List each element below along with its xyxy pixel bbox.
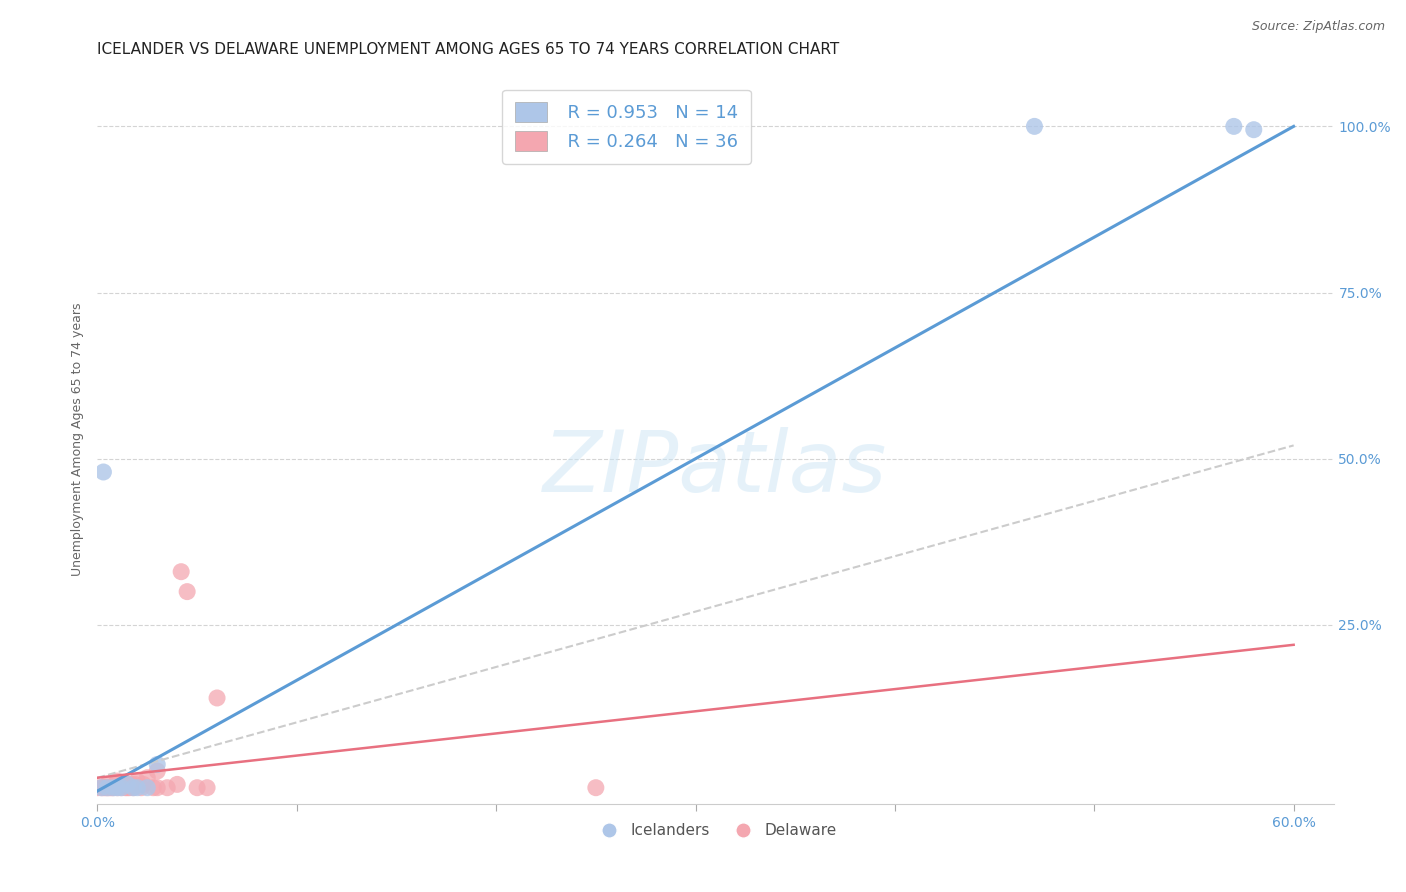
Point: [166, 777, 188, 791]
Point: [176, 584, 198, 599]
Point: [93, 780, 115, 795]
Legend: Icelanders, Delaware: Icelanders, Delaware: [588, 817, 844, 844]
Point: [103, 780, 125, 795]
Point: [205, 690, 228, 705]
Point: [585, 780, 607, 795]
Point: [136, 771, 159, 785]
Text: ICELANDER VS DELAWARE UNEMPLOYMENT AMONG AGES 65 TO 74 YEARS CORRELATION CHART: ICELANDER VS DELAWARE UNEMPLOYMENT AMONG…: [97, 42, 839, 57]
Point: [105, 780, 128, 795]
Point: [1243, 122, 1265, 136]
Point: [86, 780, 108, 795]
Text: Source: ZipAtlas.com: Source: ZipAtlas.com: [1251, 20, 1385, 33]
Point: [118, 780, 141, 795]
Point: [117, 777, 139, 791]
Point: [96, 780, 118, 795]
Point: [1024, 120, 1046, 134]
Point: [110, 780, 132, 795]
Point: [117, 777, 139, 791]
Point: [112, 777, 135, 791]
Point: [124, 777, 146, 791]
Point: [136, 780, 159, 795]
Point: [156, 780, 179, 795]
Point: [132, 777, 155, 791]
Point: [90, 780, 112, 795]
Point: [129, 780, 152, 795]
Point: [98, 780, 121, 795]
Point: [146, 757, 169, 772]
Point: [127, 780, 149, 795]
Point: [122, 780, 145, 795]
Y-axis label: Unemployment Among Ages 65 to 74 years: Unemployment Among Ages 65 to 74 years: [72, 302, 84, 575]
Point: [93, 465, 115, 479]
Point: [94, 780, 117, 795]
Point: [103, 780, 125, 795]
Point: [122, 780, 145, 795]
Point: [104, 777, 127, 791]
Point: [1223, 120, 1246, 134]
Point: [110, 780, 132, 795]
Point: [186, 780, 208, 795]
Point: [105, 780, 128, 795]
Point: [114, 780, 136, 795]
Point: [120, 777, 142, 791]
Point: [117, 780, 139, 795]
Point: [195, 780, 218, 795]
Point: [105, 774, 128, 789]
Point: [146, 780, 169, 795]
Point: [142, 780, 165, 795]
Point: [96, 777, 118, 791]
Point: [127, 774, 149, 789]
Point: [100, 780, 122, 795]
Point: [146, 764, 169, 778]
Point: [96, 780, 118, 795]
Point: [90, 780, 112, 795]
Point: [170, 565, 193, 579]
Text: ZIPatlas: ZIPatlas: [543, 426, 887, 509]
